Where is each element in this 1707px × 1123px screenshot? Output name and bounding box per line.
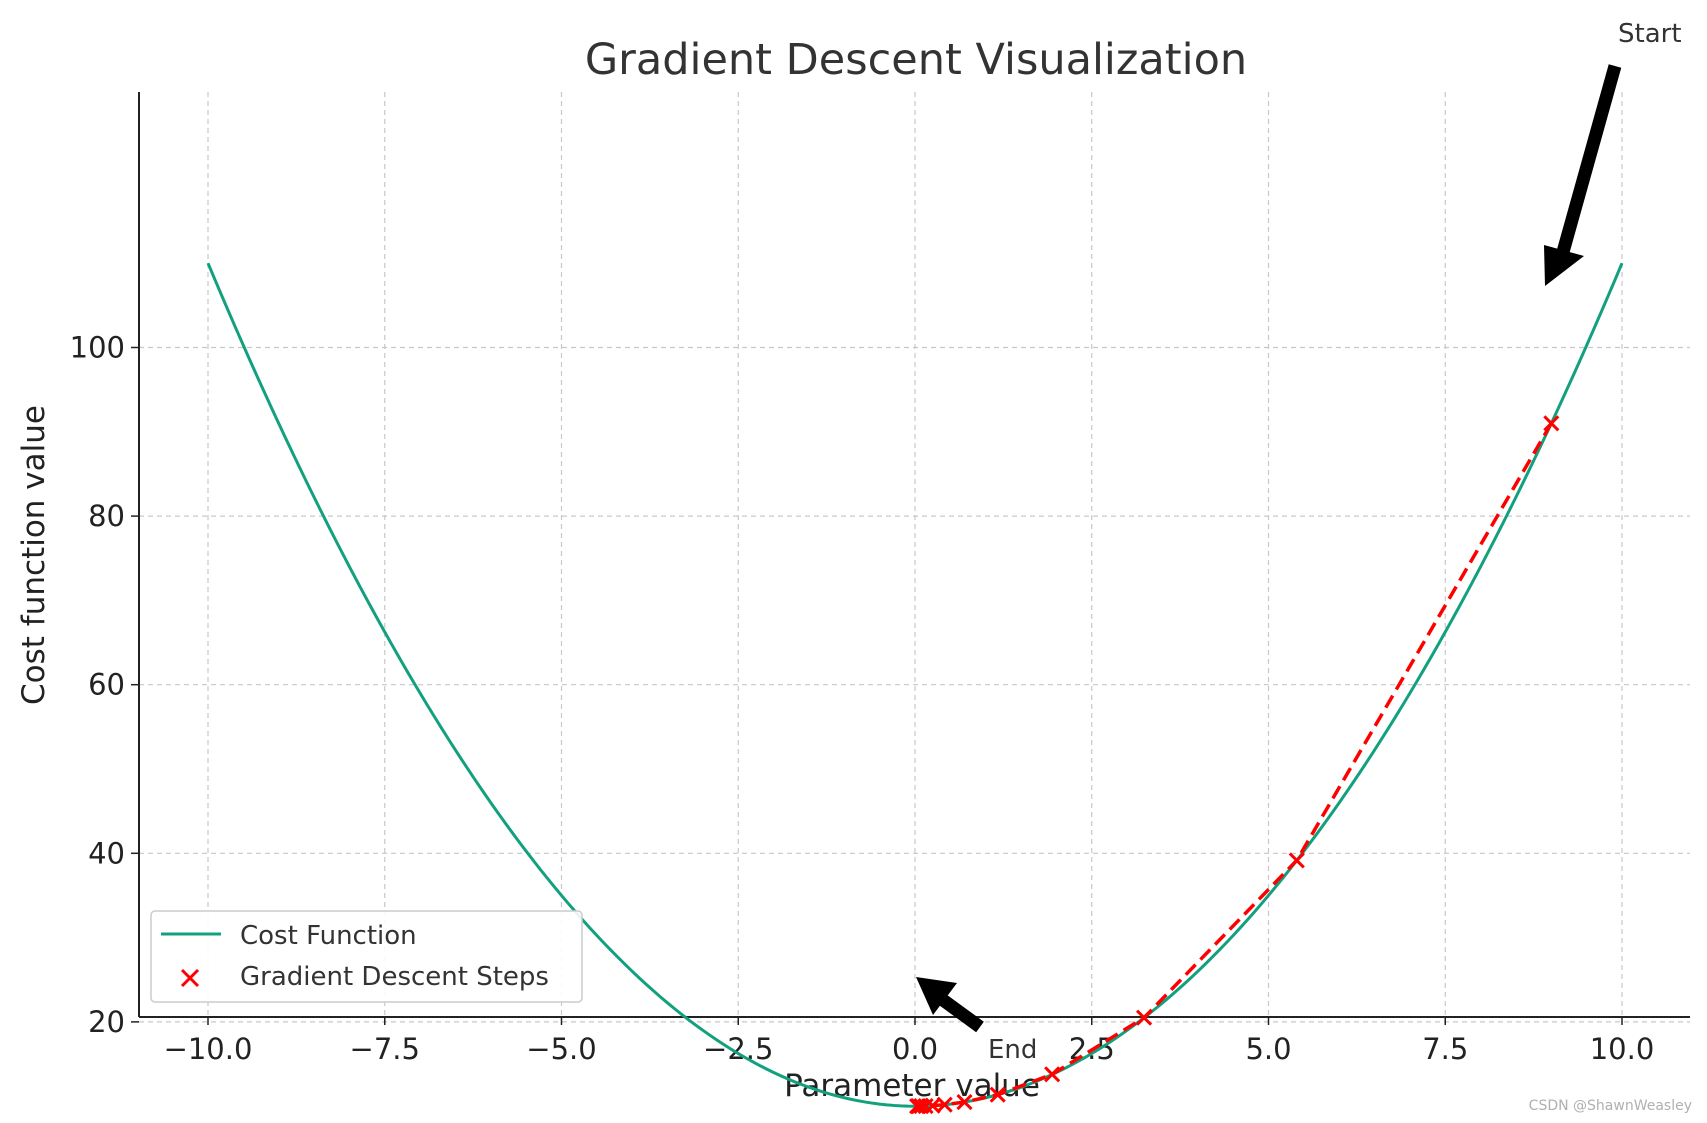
x-tick-label: −5.0: [526, 1032, 596, 1066]
gd-step-marker: [1543, 415, 1560, 432]
y-tick-label: 60: [88, 668, 125, 702]
y-tick-label: 100: [70, 331, 125, 365]
legend-box: [150, 910, 583, 1003]
legend-label-cost-function: Cost Function: [240, 921, 417, 951]
end-arrow: [916, 977, 984, 1033]
start-arrow: [1544, 64, 1622, 286]
annotations: Start End: [916, 19, 1682, 1065]
y-tick-label: 20: [88, 1005, 125, 1039]
x-ticks: −10.0 −7.5 −5.0 −2.5 0.0 2.5 5.0 7.5 10.0: [164, 1017, 1655, 1066]
y-axis-label: Cost function value: [16, 405, 52, 705]
x-tick-label: 7.5: [1422, 1032, 1468, 1066]
x-tick-label: 5.0: [1245, 1032, 1291, 1066]
gd-step-marker: [1044, 1066, 1061, 1083]
y-ticks: 20 40 60 80 100: [70, 331, 139, 1039]
x-tick-label: −7.5: [350, 1032, 420, 1066]
y-tick-label: 80: [88, 499, 125, 533]
end-annotation: End: [988, 1035, 1037, 1065]
watermark: CSDN @ShawnWeasley: [1529, 1098, 1692, 1114]
legend-label-gradient-descent: Gradient Descent Steps: [240, 962, 549, 992]
gradient-descent-markers: [909, 415, 1560, 1115]
start-annotation: Start: [1618, 19, 1682, 49]
legend: Cost Function Gradient Descent Steps: [150, 910, 583, 1003]
x-tick-label: 10.0: [1590, 1032, 1655, 1066]
x-tick-label: −10.0: [164, 1032, 253, 1066]
x-tick-label: 0.0: [892, 1032, 938, 1066]
x-axis-label: Parameter value: [784, 1068, 1040, 1104]
gd-step-marker: [989, 1086, 1006, 1103]
chart-title: Gradient Descent Visualization: [585, 35, 1247, 85]
gd-step-marker: [1288, 852, 1305, 869]
gd-step-marker: [913, 1098, 930, 1115]
gd-step-marker: [956, 1094, 973, 1111]
legend-x-marker: [180, 968, 200, 988]
gd-step-marker: [909, 1098, 926, 1115]
y-tick-label: 40: [88, 836, 125, 870]
gd-step-marker: [1136, 1009, 1153, 1026]
